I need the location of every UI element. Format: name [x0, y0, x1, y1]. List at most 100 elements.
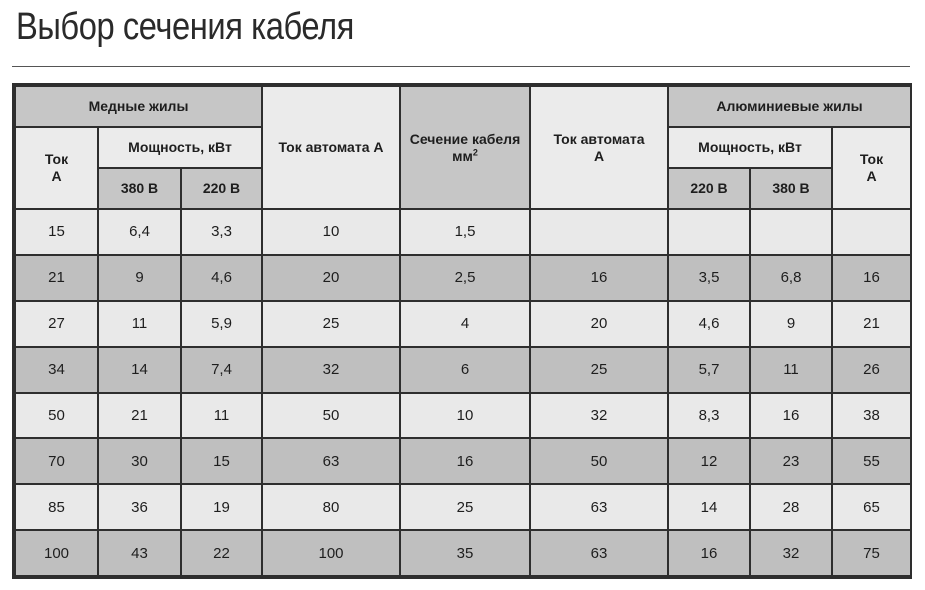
al-current-cell: 75: [831, 529, 912, 577]
aluminum-380v-header: 380 В: [749, 167, 833, 210]
copper-current-label: Ток: [44, 151, 69, 167]
cu-380-cell: 6,4: [97, 208, 182, 256]
cu-current-cell: 27: [14, 299, 99, 348]
table-row: 70 30 15 63 16 50 12 23 55: [14, 437, 912, 486]
table-row: 27 11 5,9 25 4 20 4,6 9 21: [14, 299, 912, 348]
cu-breaker-cell: 10: [261, 208, 401, 256]
cu-220-cell: 22: [180, 529, 263, 577]
al-breaker-cell: 25: [529, 345, 669, 394]
al-220-cell: 8,3: [667, 391, 751, 440]
al-380-cell: 6,8: [749, 253, 833, 302]
table-row: 85 36 19 80 25 63 14 28 65: [14, 483, 912, 532]
cross-section-label: Сечение кабеля: [409, 130, 521, 147]
cu-breaker-cell: 80: [261, 483, 401, 532]
al-breaker-cell: 32: [529, 391, 669, 440]
cu-380-cell: 21: [97, 391, 182, 440]
copper-current-header: Ток А: [14, 126, 99, 210]
cu-current-cell: 21: [14, 253, 99, 302]
cu-380-cell: 9: [97, 253, 182, 302]
al-current-cell: 55: [831, 437, 912, 486]
al-220-cell: 5,7: [667, 345, 751, 394]
section-cell: 35: [399, 529, 531, 577]
al-380-cell: [749, 208, 833, 256]
section-cell: 1,5: [399, 208, 531, 256]
al-current-cell: 16: [831, 253, 912, 302]
cu-380-cell: 14: [97, 345, 182, 394]
table-row: 34 14 7,4 32 6 25 5,7 11 26: [14, 345, 912, 394]
copper-current-unit: А: [51, 168, 62, 184]
al-220-cell: 12: [667, 437, 751, 486]
cable-section-table: Медные жилы Ток автомата А Сечение кабел…: [14, 85, 912, 577]
cu-220-cell: 19: [180, 483, 263, 532]
cu-current-cell: 34: [14, 345, 99, 394]
aluminum-current-header: Ток А: [831, 126, 912, 210]
cu-breaker-cell: 63: [261, 437, 401, 486]
al-breaker-cell: 50: [529, 437, 669, 486]
aluminum-header: Алюминиевые жилы: [667, 85, 912, 128]
al-220-cell: 14: [667, 483, 751, 532]
al-380-cell: 28: [749, 483, 833, 532]
al-220-cell: 16: [667, 529, 751, 577]
section-cell: 6: [399, 345, 531, 394]
cross-section-unit-sup: 2: [472, 146, 478, 157]
aluminum-breaker-unit: А: [593, 147, 605, 164]
aluminum-breaker-label: Ток автомата: [553, 130, 645, 147]
al-current-cell: 26: [831, 345, 912, 394]
table-row: 50 21 11 50 10 32 8,3 16 38: [14, 391, 912, 440]
al-breaker-cell: 63: [529, 483, 669, 532]
copper-header: Медные жилы: [14, 85, 263, 128]
cable-table-frame: Медные жилы Ток автомата А Сечение кабел…: [12, 83, 912, 579]
cu-current-cell: 50: [14, 391, 99, 440]
al-220-cell: [667, 208, 751, 256]
section-cell: 4: [399, 299, 531, 348]
al-380-cell: 11: [749, 345, 833, 394]
cu-380-cell: 11: [97, 299, 182, 348]
section-cell: 2,5: [399, 253, 531, 302]
cu-breaker-cell: 100: [261, 529, 401, 577]
copper-breaker-header: Ток автомата А: [261, 85, 401, 210]
al-breaker-cell: 16: [529, 253, 669, 302]
title-divider: [12, 66, 910, 67]
cu-380-cell: 43: [97, 529, 182, 577]
cu-220-cell: 15: [180, 437, 263, 486]
al-380-cell: 9: [749, 299, 833, 348]
cu-breaker-cell: 25: [261, 299, 401, 348]
section-cell: 16: [399, 437, 531, 486]
section-cell: 25: [399, 483, 531, 532]
al-current-cell: 38: [831, 391, 912, 440]
cu-current-cell: 70: [14, 437, 99, 486]
al-current-cell: 21: [831, 299, 912, 348]
cross-section-unit: мм: [452, 147, 473, 164]
al-380-cell: 16: [749, 391, 833, 440]
cu-breaker-cell: 32: [261, 345, 401, 394]
cu-current-cell: 100: [14, 529, 99, 577]
copper-power-header: Мощность, кВт: [97, 126, 263, 169]
cu-220-cell: 5,9: [180, 299, 263, 348]
page-title: Выбор сечения кабеля: [16, 6, 354, 48]
copper-380v-header: 380 В: [97, 167, 182, 210]
section-cell: 10: [399, 391, 531, 440]
copper-220v-header: 220 В: [180, 167, 263, 210]
al-breaker-cell: 63: [529, 529, 669, 577]
cu-220-cell: 7,4: [180, 345, 263, 394]
al-current-cell: [831, 208, 912, 256]
cu-220-cell: 4,6: [180, 253, 263, 302]
al-380-cell: 32: [749, 529, 833, 577]
cu-current-cell: 85: [14, 483, 99, 532]
cu-380-cell: 36: [97, 483, 182, 532]
al-380-cell: 23: [749, 437, 833, 486]
aluminum-breaker-header: Ток автомата А: [529, 85, 669, 210]
table-row: 21 9 4,6 20 2,5 16 3,5 6,8 16: [14, 253, 912, 302]
al-current-cell: 65: [831, 483, 912, 532]
al-220-cell: 3,5: [667, 253, 751, 302]
cu-220-cell: 3,3: [180, 208, 263, 256]
cross-section-header: Сечение кабеля мм2: [399, 85, 531, 210]
table-row: 15 6,4 3,3 10 1,5: [14, 208, 912, 256]
aluminum-current-label: Ток: [859, 151, 884, 167]
aluminum-current-unit: А: [866, 168, 877, 184]
cu-current-cell: 15: [14, 208, 99, 256]
cu-380-cell: 30: [97, 437, 182, 486]
table-row: 100 43 22 100 35 63 16 32 75: [14, 529, 912, 577]
aluminum-220v-header: 220 В: [667, 167, 751, 210]
cu-breaker-cell: 20: [261, 253, 401, 302]
